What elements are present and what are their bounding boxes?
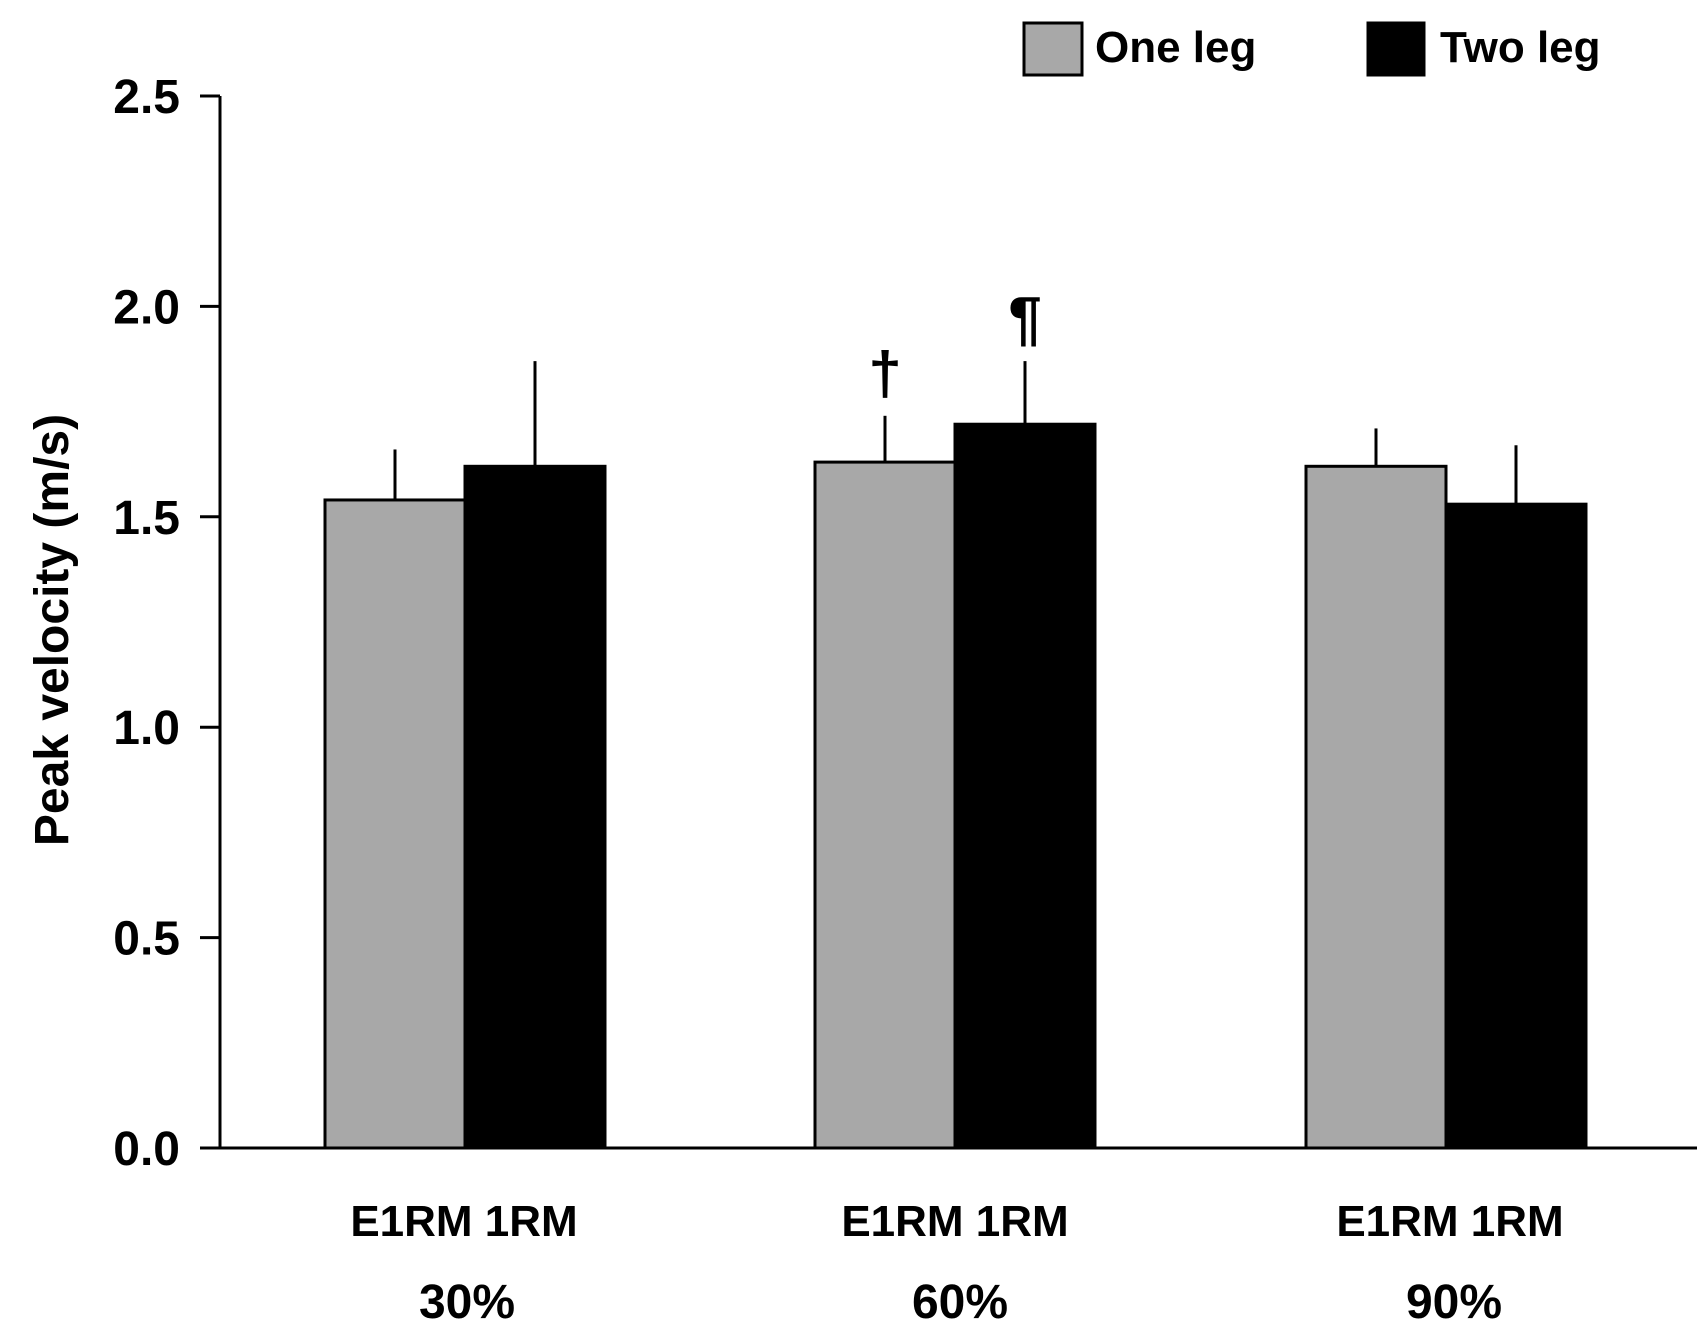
legend-label-one-leg: One leg: [1095, 23, 1256, 72]
y-tick-label: 0.5: [113, 913, 180, 966]
y-tick-label: 2.0: [113, 281, 180, 334]
bar-one-leg-30pct: [323, 498, 467, 1150]
bar-two-leg-90pct: [1444, 502, 1588, 1150]
bar-one-leg-60pct: [813, 460, 957, 1150]
legend-label-two-leg: Two leg: [1440, 23, 1601, 72]
legend: One leg Two leg: [1022, 21, 1601, 77]
group-sublabel-90: E1RM 1RM: [1336, 1197, 1563, 1246]
group-label-60: 60%: [912, 1276, 1008, 1329]
y-tick-label: 2.5: [113, 71, 180, 124]
group-label-30: 30%: [419, 1276, 515, 1329]
y-ticks: 0.0 0.5 1.0 1.5 2.0 2.5: [113, 71, 220, 1176]
bars: [323, 422, 1588, 1150]
legend-swatch-one-leg: [1022, 21, 1084, 77]
significance-marker: †: [868, 340, 901, 407]
y-tick-label: 1.0: [113, 702, 180, 755]
y-tick-label: 0.0: [113, 1123, 180, 1176]
bar-two-leg-30pct: [463, 464, 607, 1150]
group-label-90: 90%: [1406, 1276, 1502, 1329]
group-sublabel-60: E1RM 1RM: [841, 1197, 1068, 1246]
legend-swatch-two-leg: [1366, 21, 1426, 77]
y-tick-label: 1.5: [113, 492, 180, 545]
bar-one-leg-90pct: [1304, 464, 1448, 1150]
error-bars: [393, 361, 1518, 505]
y-axis-title: Peak velocity (m/s): [26, 414, 79, 846]
bar-two-leg-60pct: [953, 422, 1097, 1150]
significance-marker: ¶: [1008, 285, 1041, 352]
x-axis-labels: E1RM 1RM 30% E1RM 1RM 60% E1RM 1RM 90%: [350, 1197, 1563, 1329]
significance-annotations: †¶: [868, 285, 1041, 407]
group-sublabel-30: E1RM 1RM: [350, 1197, 577, 1246]
